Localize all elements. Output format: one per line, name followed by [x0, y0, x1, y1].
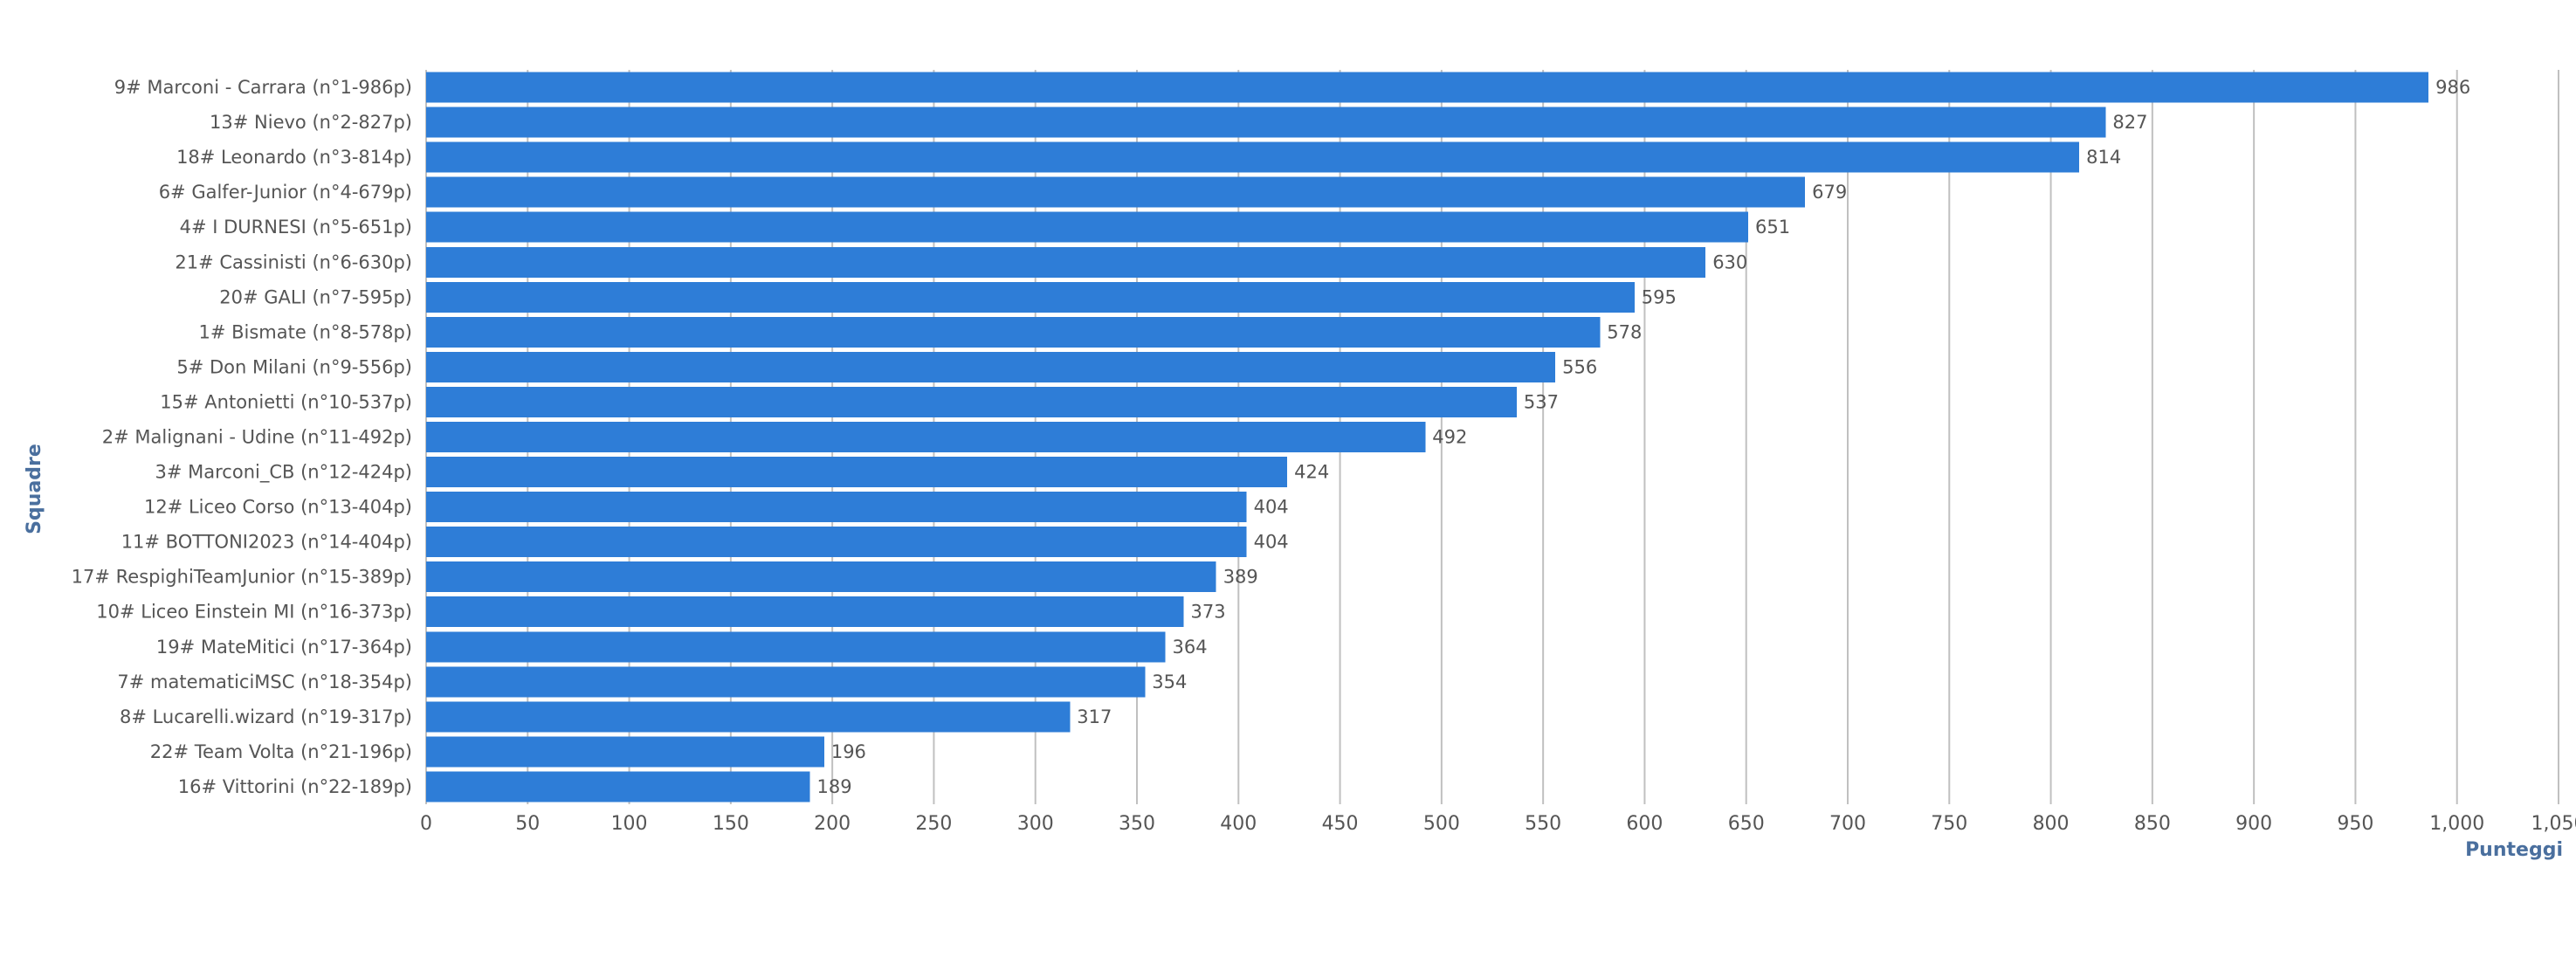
tick-label: 1,000	[2429, 813, 2484, 835]
tick-label: 550	[1525, 813, 1561, 835]
data-label: 578	[1607, 321, 1642, 342]
category-label: 4# I DURNESI (n°5-651p)	[180, 217, 412, 238]
data-label: 651	[1755, 217, 1790, 238]
category-label: 3# Marconi_CB (n°12-424p)	[155, 462, 412, 484]
tick-label: 50	[515, 813, 540, 835]
tick-label: 450	[1322, 813, 1359, 835]
tick-label: 900	[2235, 813, 2272, 835]
data-label: 814	[2086, 147, 2121, 168]
category-label: 15# Antonietti (n°10-537p)	[160, 391, 412, 412]
tick-label: 300	[1017, 813, 1054, 835]
bar[interactable]	[426, 561, 1216, 593]
bar[interactable]	[426, 527, 1247, 558]
data-label: 196	[831, 741, 866, 762]
data-label: 595	[1642, 286, 1677, 307]
bar[interactable]	[426, 771, 810, 802]
data-label: 373	[1190, 602, 1225, 623]
data-label: 404	[1254, 532, 1289, 553]
bar[interactable]	[426, 631, 1166, 663]
tick-label: 700	[1829, 813, 1866, 835]
category-label: 8# Lucarelli.wizard (n°19-317p)	[120, 706, 412, 727]
category-label: 10# Liceo Einstein MI (n°16-373p)	[96, 602, 412, 623]
tick-label: 600	[1626, 813, 1663, 835]
data-label: 189	[817, 776, 852, 797]
category-label: 19# MateMitici (n°17-364p)	[156, 637, 412, 658]
tick-label: 350	[1119, 813, 1155, 835]
tick-label: 150	[713, 813, 749, 835]
category-label: 6# Galfer-Junior (n°4-679p)	[159, 182, 412, 203]
bar[interactable]	[426, 246, 1706, 278]
data-label: 492	[1432, 427, 1467, 448]
data-label: 556	[1562, 356, 1597, 377]
data-label: 679	[1812, 182, 1847, 203]
bar[interactable]	[426, 281, 1635, 313]
tick-labels: 0 50 100 150 200 250 300 350 400 450 500 550 600 650 7…	[420, 813, 2576, 835]
category-labels: 9# Marconi - Carrara (n°1-986p) 13# Nievo…	[72, 77, 412, 797]
bar[interactable]	[426, 141, 2080, 173]
tick-label: 200	[814, 813, 851, 835]
tick-label: 950	[2337, 813, 2373, 835]
values-axis-title: Punteggi	[2465, 839, 2563, 861]
category-label: 1# Bismate (n°8-578p)	[198, 321, 412, 342]
category-label: 9# Marconi - Carrara (n°1-986p)	[114, 77, 412, 98]
bar[interactable]	[426, 422, 1426, 452]
tick-label: 100	[611, 813, 648, 835]
category-label: 20# GALI (n°7-595p)	[219, 286, 412, 307]
data-label: 389	[1223, 567, 1258, 588]
bar[interactable]	[426, 701, 1071, 733]
data-label: 537	[1524, 391, 1559, 412]
data-label: 630	[1712, 251, 1747, 272]
category-label: 5# Don Milani (n°9-556p)	[176, 356, 412, 377]
data-label: 354	[1152, 672, 1187, 692]
tick-label: 0	[420, 813, 432, 835]
bars	[426, 72, 2429, 802]
bar[interactable]	[426, 72, 2429, 103]
bar[interactable]	[426, 492, 1247, 523]
category-label: 17# RespighiTeamJunior (n°15-389p)	[72, 567, 412, 588]
categories-axis-title: Squadre	[24, 444, 45, 534]
tick-label: 250	[915, 813, 952, 835]
tick-label: 400	[1220, 813, 1257, 835]
category-label: 21# Cassinisti (n°6-630p)	[175, 251, 412, 272]
bar[interactable]	[426, 351, 1556, 382]
bar[interactable]	[426, 596, 1184, 628]
category-label: 7# matematiciMSC (n°18-354p)	[117, 672, 412, 692]
data-label: 317	[1077, 706, 1112, 727]
bar[interactable]	[426, 736, 824, 768]
category-label: 11# BOTTONI2023 (n°14-404p)	[121, 532, 412, 553]
tick-label: 850	[2134, 813, 2171, 835]
category-label: 12# Liceo Corso (n°13-404p)	[144, 497, 412, 518]
category-label: 18# Leonardo (n°3-814p)	[176, 147, 412, 168]
bar[interactable]	[426, 386, 1517, 417]
data-label: 404	[1254, 497, 1289, 518]
bar[interactable]	[426, 176, 1806, 208]
bar[interactable]	[426, 316, 1601, 348]
tick-label: 750	[1931, 813, 1967, 835]
data-label: 986	[2435, 77, 2470, 98]
bar[interactable]	[426, 666, 1146, 698]
tick-label: 800	[2033, 813, 2070, 835]
data-label: 364	[1173, 637, 1208, 658]
bar[interactable]	[426, 457, 1288, 488]
bar[interactable]	[426, 211, 1749, 243]
tick-label: 1,050	[2531, 813, 2576, 835]
category-label: 13# Nievo (n°2-827p)	[210, 112, 412, 133]
data-label: 424	[1294, 462, 1329, 483]
value-labels: 9868278146796516305955785565374924244044…	[817, 77, 2471, 797]
category-label: 22# Team Volta (n°21-196p)	[150, 741, 412, 762]
category-label: 2# Malignani - Udine (n°11-492p)	[102, 427, 412, 448]
category-label: 16# Vittorini (n°22-189p)	[178, 776, 412, 797]
bar[interactable]	[426, 107, 2106, 138]
tick-label: 650	[1728, 813, 1765, 835]
data-label: 827	[2112, 112, 2147, 133]
tick-label: 500	[1423, 813, 1460, 835]
